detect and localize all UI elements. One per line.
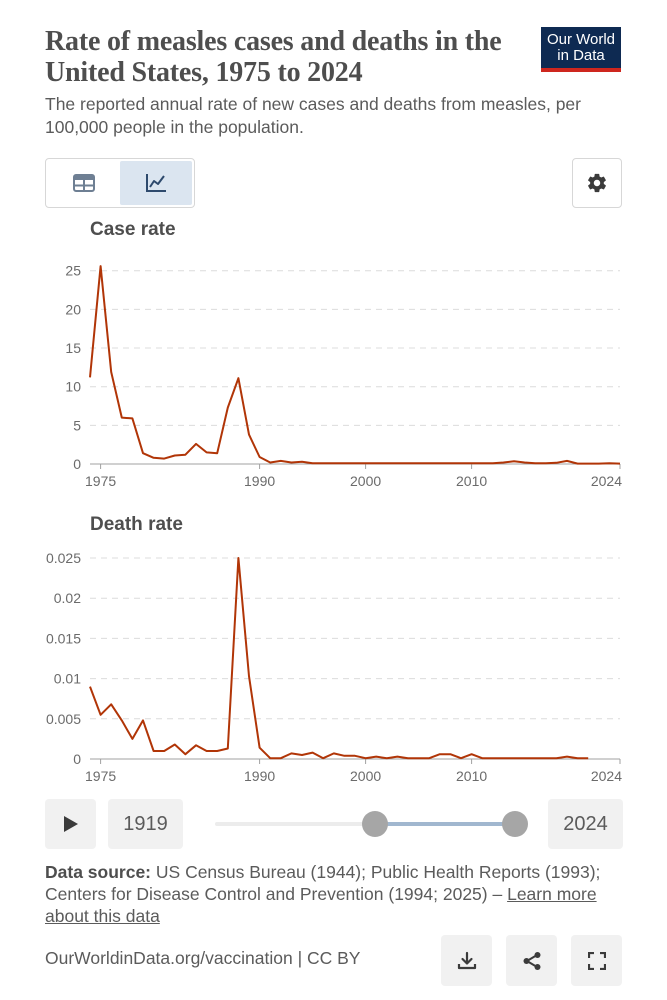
x-tick-label: 2010	[456, 768, 487, 784]
download-icon	[457, 951, 476, 969]
share-icon	[523, 951, 540, 970]
timeline-start-year[interactable]: 1919	[108, 799, 183, 849]
logo-line-2: in Data	[557, 47, 605, 64]
case-rate-chart: 0 5 10 15 20 25 1975 1990 2000 2010 2024	[65, 263, 622, 489]
x-tick-label: 1990	[244, 473, 275, 489]
timeline-end-handle[interactable]	[502, 811, 528, 837]
y-tick-label: 0	[73, 751, 81, 767]
death-rate-chart: 0 0.005 0.01 0.015 0.02 0.025 1975 1990 2000 2010…	[46, 550, 622, 784]
timeline-end-year[interactable]: 2024	[548, 799, 623, 849]
y-tick-label: 0.02	[54, 590, 81, 606]
license-link[interactable]: OurWorldinData.org/vaccination | CC BY	[45, 948, 361, 968]
tab-table[interactable]	[48, 161, 120, 205]
fullscreen-button[interactable]	[571, 935, 622, 986]
chart-title: Rate of measles cases and deaths in the …	[45, 26, 502, 88]
play-icon	[63, 816, 78, 832]
timeline-selected-range	[375, 822, 515, 826]
series-line	[89, 265, 621, 465]
x-tick-label: 2010	[456, 473, 487, 489]
y-tick-label: 25	[65, 263, 81, 279]
timeline: 1919 2024	[45, 799, 623, 849]
fullscreen-icon	[587, 951, 606, 970]
learn-more-link[interactable]: Learn more about this data	[45, 884, 597, 926]
line-chart-icon	[146, 174, 166, 192]
x-tick-label: 1990	[244, 768, 275, 784]
gear-icon	[588, 173, 606, 193]
x-tick-label: 2024	[591, 473, 622, 489]
data-source-label: Data source:	[45, 862, 152, 882]
x-tick-label: 2000	[350, 768, 381, 784]
y-tick-label: 0.005	[46, 711, 81, 727]
x-tick-label: 2024	[591, 768, 622, 784]
data-source-text: US Census Bureau (1944); Public Health R…	[45, 862, 601, 904]
settings-button[interactable]	[572, 158, 622, 208]
timeline-track[interactable]	[215, 811, 528, 837]
chart-subtitle: The reported annual rate of new cases an…	[45, 94, 581, 137]
y-tick-label: 0.01	[54, 671, 81, 687]
y-tick-label: 20	[65, 301, 81, 317]
data-source: Data source: US Census Bureau (1944); Pu…	[45, 861, 625, 927]
view-toggle	[45, 158, 195, 208]
timeline-start-handle[interactable]	[362, 811, 388, 837]
x-tick-label: 1975	[85, 768, 116, 784]
table-icon	[73, 174, 95, 192]
play-button[interactable]	[45, 799, 96, 849]
case-rate-title: Case rate	[90, 219, 176, 240]
owid-logo[interactable]: Our World in Data	[541, 27, 621, 72]
y-tick-label: 0.025	[46, 550, 81, 566]
y-tick-label: 15	[65, 340, 81, 356]
x-tick-label: 1975	[85, 473, 116, 489]
tab-chart[interactable]	[120, 161, 192, 205]
series-line	[89, 557, 589, 760]
y-tick-label: 10	[65, 379, 81, 395]
y-tick-label: 0.015	[46, 630, 81, 646]
y-tick-label: 0	[73, 456, 81, 472]
death-rate-title: Death rate	[90, 514, 183, 535]
share-button[interactable]	[506, 935, 557, 986]
download-button[interactable]	[441, 935, 492, 986]
x-tick-label: 2000	[350, 473, 381, 489]
logo-line-1: Our World	[546, 31, 616, 48]
y-tick-label: 5	[73, 417, 81, 433]
